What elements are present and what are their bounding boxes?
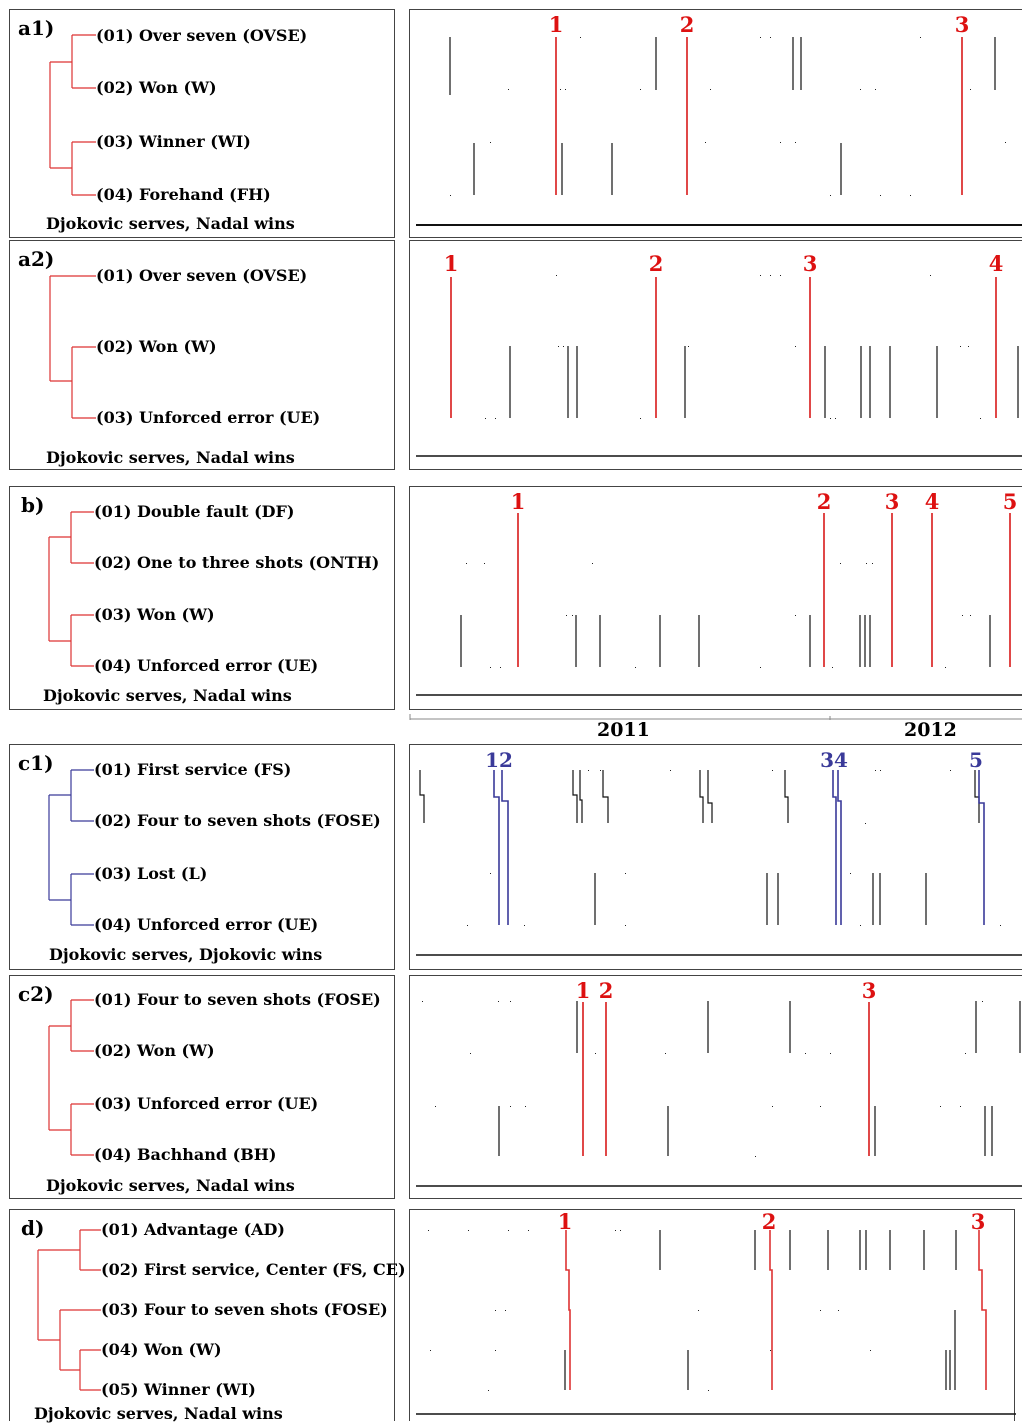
panel-c2-marker-1: 1 (576, 978, 591, 1003)
panel-a2-marker-3: 3 (803, 251, 818, 276)
panel-b-item-1: (01) Double fault (DF) (94, 502, 295, 521)
year-2011-label: 2011 (597, 719, 650, 741)
panel-b-label: b) (21, 493, 45, 517)
panel-c1-marker-5: 5 (969, 748, 983, 772)
panel-b-marker-5: 5 (1003, 489, 1018, 514)
panel-a2-marker-4: 4 (989, 251, 1004, 276)
panel-b-item-4: (04) Unforced error (UE) (94, 656, 319, 675)
panel-d-marker-2: 2 (762, 1210, 777, 1234)
panel-b-dendrogram (48, 511, 94, 667)
panel-d-item-5: (05) Winner (WI) (101, 1380, 256, 1399)
panel-b-caption: Djokovic serves, Nadal wins (43, 686, 292, 705)
panel-a2-legend: a2) (01) Over seven (OVSE) (02) Won (W) … (9, 240, 395, 470)
panel-a1-events: 1 2 3 (416, 12, 1022, 226)
panel-d-label: d) (21, 1216, 45, 1240)
panel-c1-marker-12: 12 (485, 748, 513, 772)
panel-d-item-1: (01) Advantage (AD) (101, 1220, 285, 1239)
panel-d-timeline: 1 2 3 (409, 1209, 1016, 1421)
panel-d-dendrogram (37, 1229, 101, 1391)
panel-c2-item-3: (03) Unforced error (UE) (94, 1094, 319, 1113)
panel-c1-item-2: (02) Four to seven shots (FOSE) (94, 811, 381, 830)
panel-c2-timeline: 1 2 3 (409, 975, 1022, 1199)
panel-a1-legend: a1) (01) Over seven (OVSE) (02) Won (W) … (9, 9, 395, 238)
panel-d-item-3: (03) Four to seven shots (FOSE) (101, 1300, 388, 1319)
panel-a1-marker-2: 2 (680, 12, 695, 37)
panel-b-item-3: (03) Won (W) (94, 605, 215, 624)
panel-a2-timeline: 1 2 3 4 (409, 240, 1022, 470)
panel-a1-marker-3: 3 (955, 12, 970, 37)
panel-d-caption: Djokovic serves, Nadal wins (34, 1404, 283, 1423)
panel-b-timeline: 1 2 3 4 5 (409, 486, 1022, 710)
panel-d-item-2: (02) First service, Center (FS, CE) (101, 1260, 406, 1279)
panel-d-legend: d) (01) Advantage (AD) (02) First servic… (9, 1209, 406, 1423)
panel-a1-label: a1) (18, 16, 55, 40)
panel-b-item-2: (02) One to three shots (ONTH) (94, 553, 380, 572)
panel-d-item-4: (04) Won (W) (101, 1340, 222, 1359)
panel-d-marker-3: 3 (971, 1210, 986, 1234)
panel-a2-item-3: (03) Unforced error (UE) (96, 408, 321, 427)
panel-c1-item-1: (01) First service (FS) (94, 760, 292, 779)
panel-c1-events: 12 34 5 (416, 748, 1022, 956)
panel-a2-marker-2: 2 (649, 251, 664, 276)
panel-a2-caption: Djokovic serves, Nadal wins (46, 448, 295, 467)
panel-a1-item-2: (02) Won (W) (96, 78, 217, 97)
panel-a1-item-4: (04) Forehand (FH) (96, 185, 271, 204)
panel-c2-item-4: (04) Bachhand (BH) (94, 1145, 277, 1164)
panel-a1-item-3: (03) Winner (WI) (96, 132, 251, 151)
panel-c1-timeline: 12 34 5 (409, 744, 1022, 970)
panel-a2-marker-1: 1 (444, 251, 459, 276)
panel-a1-item-1: (01) Over seven (OVSE) (96, 26, 308, 45)
panel-c1-label: c1) (18, 751, 54, 775)
panel-c1-item-3: (03) Lost (L) (94, 864, 208, 883)
panel-c2-label: c2) (18, 982, 54, 1006)
panel-a2-item-2: (02) Won (W) (96, 337, 217, 356)
panel-c1-legend: c1) (01) First service (FS) (02) Four to… (9, 744, 395, 970)
panel-c1-dendrogram (48, 769, 94, 926)
panel-c2-marker-3: 3 (862, 978, 877, 1003)
year-2012-label: 2012 (904, 719, 957, 741)
panel-d-marker-1: 1 (558, 1210, 573, 1234)
panel-a1-dendrogram (49, 34, 96, 196)
panel-c2-item-1: (01) Four to seven shots (FOSE) (94, 990, 381, 1009)
panel-c1-marker-34: 34 (820, 748, 848, 772)
panel-a1-caption: Djokovic serves, Nadal wins (46, 214, 295, 233)
panel-a2-dendrogram (49, 275, 96, 419)
panel-c2-events: 1 2 3 (416, 978, 1022, 1187)
panel-b-marker-4: 4 (925, 489, 940, 514)
panel-c2-item-2: (02) Won (W) (94, 1041, 215, 1060)
panel-b-legend: b) (01) Double fault (DF) (02) One to th… (9, 486, 395, 710)
panel-d-events: 1 2 3 (416, 1210, 1016, 1415)
panel-a2-events: 1 2 3 4 (416, 251, 1022, 457)
panel-c2-marker-2: 2 (599, 978, 614, 1003)
panel-a2-label: a2) (18, 247, 55, 271)
panel-b-marker-2: 2 (817, 489, 832, 514)
panel-c2-dendrogram (48, 999, 94, 1156)
panel-c1-caption: Djokovic serves, Djokovic wins (49, 945, 323, 964)
panel-a2-item-1: (01) Over seven (OVSE) (96, 266, 308, 285)
panel-c1-item-4: (04) Unforced error (UE) (94, 915, 319, 934)
panel-b-marker-3: 3 (885, 489, 900, 514)
panel-c2-caption: Djokovic serves, Nadal wins (46, 1176, 295, 1195)
panel-b-events: 1 2 3 4 5 (416, 489, 1022, 696)
panel-c2-legend: c2) (01) Four to seven shots (FOSE) (02)… (9, 975, 395, 1199)
panel-a1-timeline: 1 2 3 (409, 9, 1022, 238)
panel-a1-marker-1: 1 (549, 12, 564, 37)
panel-b-marker-1: 1 (511, 489, 526, 514)
